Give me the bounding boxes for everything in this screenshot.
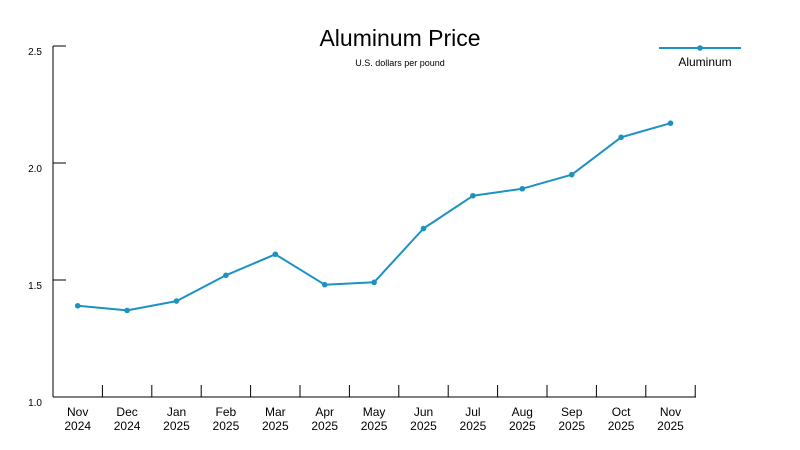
x-tick-label-year: 2025 xyxy=(262,419,289,433)
y-tick-label: 2.5 xyxy=(28,47,42,58)
x-tick-label-year: 2025 xyxy=(361,419,388,433)
x-tick-label-month: Jan xyxy=(167,405,186,419)
x-tick-label-month: Jul xyxy=(465,405,480,419)
data-point xyxy=(568,171,575,178)
chart-title: Aluminum Price xyxy=(319,25,480,51)
x-tick-label-year: 2024 xyxy=(64,419,91,433)
x-tick-label-year: 2024 xyxy=(114,419,141,433)
x-tick-label-month: Apr xyxy=(315,405,334,419)
x-tick-label-year: 2025 xyxy=(163,419,190,433)
x-tick-label-month: Aug xyxy=(512,405,533,419)
axes: 1.01.52.02.5Nov2024Dec2024Jan2025Feb2025… xyxy=(28,45,696,433)
x-tick-label-year: 2025 xyxy=(460,419,487,433)
data-point xyxy=(667,120,674,127)
y-tick-label: 1.0 xyxy=(28,398,42,409)
x-tick-label-month: Nov xyxy=(67,405,88,419)
data-point xyxy=(420,225,427,232)
chart-subtitle: U.S. dollars per pound xyxy=(355,58,445,68)
plot-area xyxy=(74,120,674,314)
data-point xyxy=(519,185,526,192)
x-tick-label-month: Jun xyxy=(414,405,433,419)
x-tick-label-year: 2025 xyxy=(213,419,240,433)
x-tick-label-year: 2025 xyxy=(657,419,684,433)
legend: Aluminum xyxy=(659,45,741,69)
x-tick-label-month: Dec xyxy=(116,405,137,419)
x-tick-label-year: 2025 xyxy=(608,419,635,433)
x-tick-label-month: Mar xyxy=(265,405,286,419)
data-point xyxy=(74,302,81,309)
data-point xyxy=(618,134,624,141)
x-tick-label-year: 2025 xyxy=(410,419,437,433)
x-tick-label-month: Sep xyxy=(561,405,583,419)
data-point xyxy=(124,307,130,314)
data-point xyxy=(321,281,328,288)
legend-label: Aluminum xyxy=(678,55,731,69)
x-tick-label-month: Oct xyxy=(612,405,631,419)
x-tick-label-month: May xyxy=(363,405,386,419)
x-tick-label-month: Feb xyxy=(216,405,237,419)
data-point xyxy=(223,272,229,279)
data-point xyxy=(173,298,180,304)
data-point xyxy=(272,251,279,258)
x-tick-label-year: 2025 xyxy=(311,419,338,433)
y-tick-label: 2.0 xyxy=(28,164,42,175)
x-tick-label-month: Nov xyxy=(660,405,681,419)
legend-marker xyxy=(697,45,703,51)
y-tick-label: 1.5 xyxy=(28,281,42,292)
x-tick-label-year: 2025 xyxy=(509,419,536,433)
x-tick-label-year: 2025 xyxy=(558,419,585,433)
data-point xyxy=(371,279,377,286)
data-point xyxy=(470,192,476,199)
